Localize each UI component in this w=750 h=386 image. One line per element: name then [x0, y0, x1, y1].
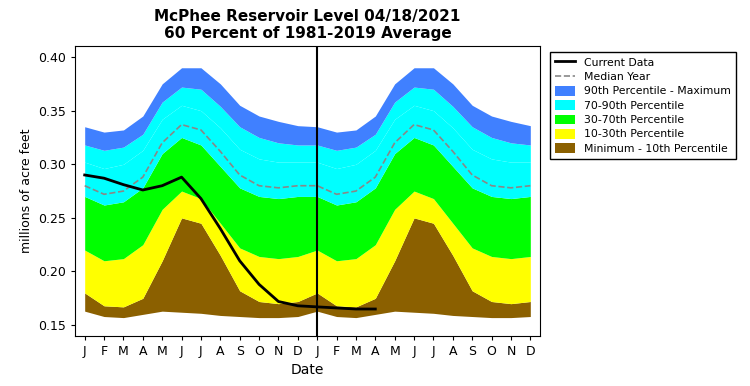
Y-axis label: millions of acre feet: millions of acre feet: [20, 129, 32, 253]
Legend: Current Data, Median Year, 90th Percentile - Maximum, 70-90th Percentile, 30-70t: Current Data, Median Year, 90th Percenti…: [550, 52, 736, 159]
Title: McPhee Reservoir Level 04/18/2021
60 Percent of 1981-2019 Average: McPhee Reservoir Level 04/18/2021 60 Per…: [154, 8, 460, 41]
X-axis label: Date: Date: [291, 363, 324, 378]
